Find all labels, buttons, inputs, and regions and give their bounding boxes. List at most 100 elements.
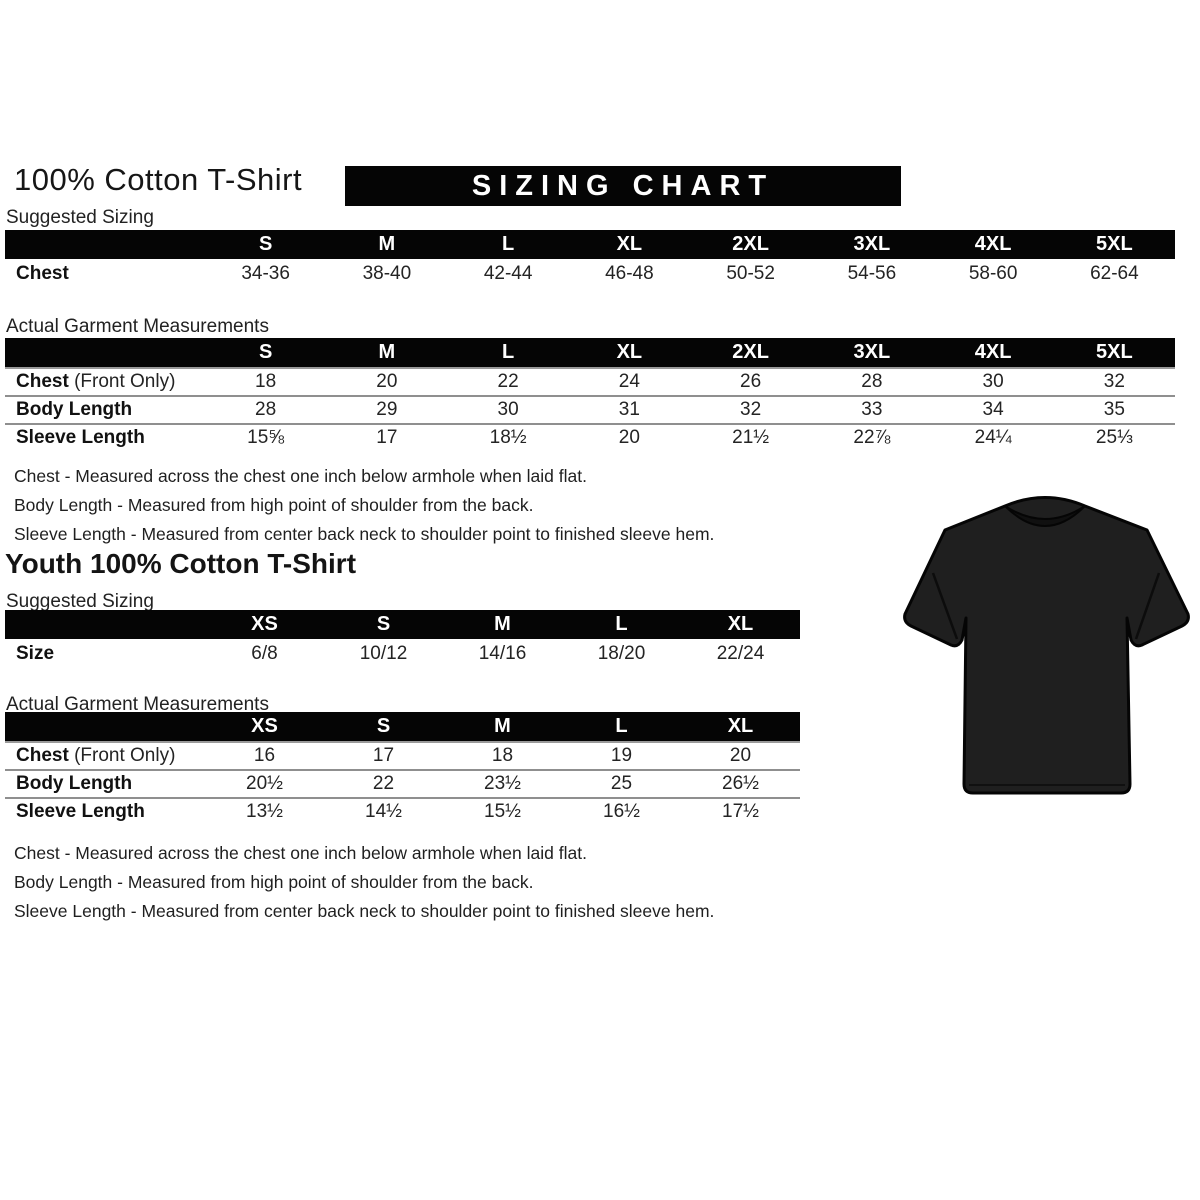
table-cell: 20	[729, 745, 752, 766]
table-cell: 21½	[732, 427, 770, 448]
table-cell: 29	[376, 399, 398, 420]
table-cell: 28	[861, 371, 883, 392]
table-cell: 18	[255, 371, 277, 392]
header-corner-cell	[5, 610, 205, 639]
row-label: Body Length	[16, 399, 133, 420]
column-header: L	[562, 610, 681, 639]
table-cell: 23½	[484, 773, 521, 794]
table-cell: 18	[491, 745, 514, 766]
note-line: Chest - Measured across the chest one in…	[14, 843, 587, 863]
table-cell: 6/8	[251, 643, 278, 664]
note-line: Sleeve Length - Measured from center bac…	[14, 524, 715, 544]
column-header: XL	[568, 230, 690, 259]
sizing-chart-banner: SIZING CHART	[345, 166, 901, 206]
table-cell: 17	[372, 745, 395, 766]
tshirt-icon	[903, 496, 1190, 795]
table-cell: 22/24	[716, 643, 765, 664]
youth-suggested-sizing-table: XS S M L XL Size 6/8 10/12 14/16 18/20 2…	[5, 610, 800, 669]
table-header-row: S M L XL 2XL 3XL 4XL 5XL	[5, 338, 1175, 368]
adult-suggested-sizing-label: Suggested Sizing	[6, 207, 154, 228]
column-header: 3XL	[811, 230, 933, 259]
column-header: L	[447, 338, 569, 368]
table-header-row: S M L XL 2XL 3XL 4XL 5XL	[5, 230, 1175, 259]
table-cell: 34	[982, 399, 1004, 420]
table-cell: 20	[618, 427, 640, 448]
table-cell: 10/12	[359, 643, 408, 664]
table-cell: 31	[618, 399, 640, 420]
column-header: S	[324, 712, 443, 742]
table-cell: 30	[982, 371, 1004, 392]
column-header: XS	[205, 712, 324, 742]
note-line: Chest - Measured across the chest one in…	[14, 466, 587, 486]
table-cell: 62-64	[1090, 263, 1139, 284]
table-cell: 22	[372, 773, 395, 794]
column-header: M	[443, 712, 562, 742]
table-cell: 17½	[722, 801, 759, 822]
header-corner-cell	[5, 338, 205, 368]
note-line: Body Length - Measured from high point o…	[14, 495, 534, 515]
column-header: S	[324, 610, 443, 639]
table-cell: 28	[255, 399, 277, 420]
table-header-row: XS S M L XL	[5, 712, 800, 742]
youth-actual-measurements-table: XS S M L XL Chest (Front Only) 16 17 18 …	[5, 712, 800, 825]
table-cell: 26	[740, 371, 762, 392]
note-line: Sleeve Length - Measured from center bac…	[14, 901, 715, 921]
table-cell: 24¼	[974, 427, 1012, 448]
header-corner-cell	[5, 230, 205, 259]
table-cell: 30	[497, 399, 519, 420]
table-row-sleeve-length: Sleeve Length 13½ 14½ 15½ 16½ 17½	[5, 798, 800, 825]
table-cell: 18/20	[597, 643, 646, 664]
note-line: Body Length - Measured from high point o…	[14, 872, 534, 892]
adult-suggested-sizing-table: S M L XL 2XL 3XL 4XL 5XL Chest 34-36 38-…	[5, 230, 1175, 289]
table-cell: 38-40	[362, 263, 412, 284]
adult-actual-measurements-table: S M L XL 2XL 3XL 4XL 5XL Chest (Front On…	[5, 338, 1175, 451]
column-header: M	[326, 338, 448, 368]
table-cell: 32	[740, 399, 762, 420]
column-header: XL	[568, 338, 690, 368]
column-header: 2XL	[690, 338, 812, 368]
table-cell: 14/16	[478, 643, 527, 664]
table-cell: 34-36	[241, 263, 290, 284]
table-row-chest: Chest (Front Only) 16 17 18 19 20	[5, 742, 800, 770]
table-cell: 20	[376, 371, 398, 392]
row-label: Chest	[16, 263, 69, 284]
table-cell: 46-48	[605, 263, 654, 284]
column-header: XL	[681, 610, 800, 639]
column-header: 4XL	[932, 230, 1054, 259]
youth-measurement-notes: Chest - Measured across the chest one in…	[14, 839, 714, 926]
table-cell: 16½	[603, 801, 640, 822]
column-header: 5XL	[1053, 338, 1175, 368]
table-row-sleeve-length: Sleeve Length 15⅝ 17 18½ 20 21½ 22⅞ 24¼ …	[5, 424, 1175, 451]
table-cell: 33	[861, 399, 883, 420]
adult-actual-measurements-label: Actual Garment Measurements	[6, 316, 269, 337]
table-cell: 20½	[246, 773, 283, 794]
table-cell: 25⅓	[1095, 427, 1133, 448]
table-cell: 14½	[365, 801, 402, 822]
table-cell: 22⅞	[853, 427, 891, 448]
table-cell: 16	[253, 745, 276, 766]
table-row-body-length: Body Length 20½ 22 23½ 25 26½	[5, 770, 800, 798]
table-cell: 50-52	[726, 263, 775, 284]
row-label: Body Length	[16, 773, 133, 794]
column-header: 4XL	[932, 338, 1054, 368]
table-cell: 58-60	[968, 263, 1018, 284]
table-header-row: XS S M L XL	[5, 610, 800, 639]
column-header: XL	[681, 712, 800, 742]
table-cell: 15⅝	[247, 427, 285, 448]
table-cell: 26½	[722, 773, 759, 794]
table-row-size: Size 6/8 10/12 14/16 18/20 22/24	[5, 639, 800, 669]
column-header: M	[326, 230, 448, 259]
youth-suggested-sizing-label: Suggested Sizing	[6, 591, 154, 612]
table-cell: 17	[376, 427, 398, 448]
table-cell: 25	[610, 773, 633, 794]
table-row-body-length: Body Length 28 29 30 31 32 33 34 35	[5, 396, 1175, 424]
header-corner-cell	[5, 712, 205, 742]
column-header: S	[205, 230, 327, 259]
column-header: 3XL	[811, 338, 933, 368]
youth-actual-measurements-label: Actual Garment Measurements	[6, 694, 269, 715]
table-cell: 54-56	[847, 263, 897, 284]
table-cell: 19	[610, 745, 633, 766]
row-label: Sleeve Length	[16, 801, 145, 822]
tshirt-image	[893, 476, 1198, 811]
